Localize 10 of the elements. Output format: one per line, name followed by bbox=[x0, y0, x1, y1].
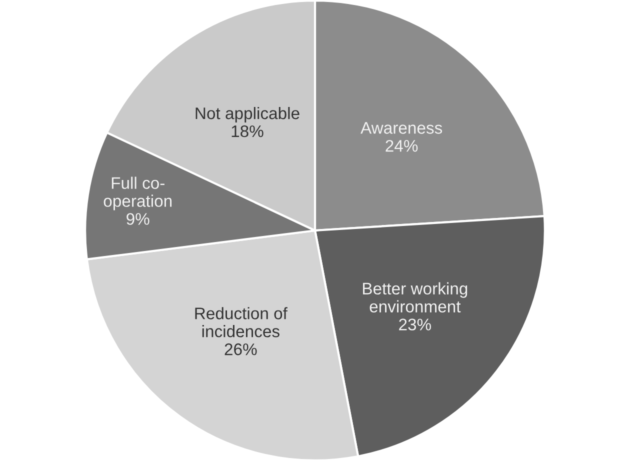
data-label: 26% bbox=[224, 343, 257, 356]
slice-label: Not applicable bbox=[196, 106, 300, 123]
data-label: 24% bbox=[386, 140, 418, 152]
slice-label: Awareness bbox=[360, 122, 442, 134]
data-label: 9% bbox=[126, 213, 150, 225]
data-label: 23% bbox=[399, 318, 432, 330]
slice-label: Full co- operation bbox=[104, 176, 172, 210]
data-label: 18% bbox=[232, 125, 264, 138]
slice-label: Reduction of incidences bbox=[195, 307, 288, 338]
slice-label: Better working environment bbox=[363, 282, 468, 312]
